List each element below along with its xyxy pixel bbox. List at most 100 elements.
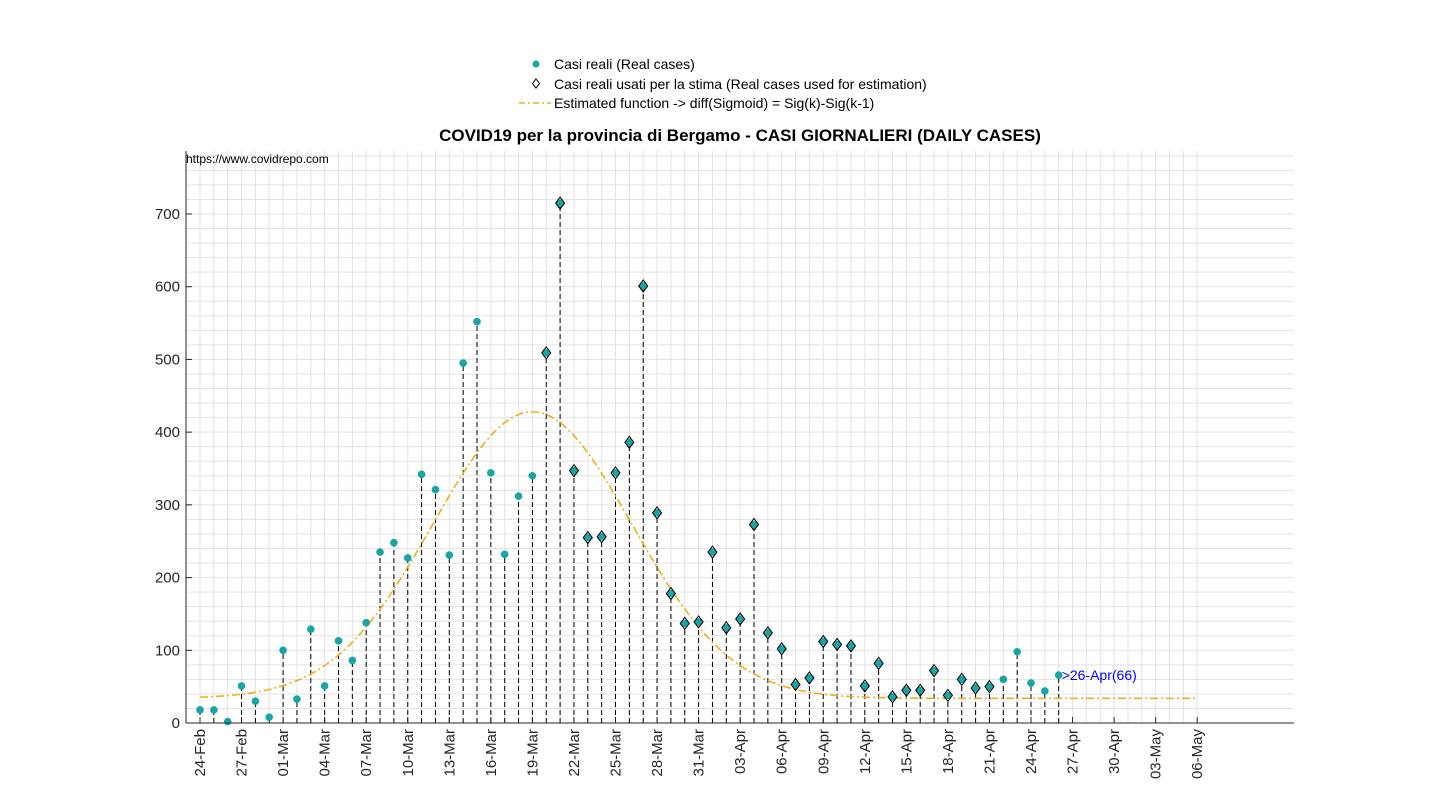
estimation-diamond bbox=[970, 681, 981, 695]
real-case-point bbox=[736, 615, 744, 623]
real-case-point bbox=[916, 686, 924, 695]
real-case-point bbox=[265, 713, 274, 721]
legend: Casi reali (Real cases) Casi reali usati… bbox=[519, 56, 927, 111]
real-case-point bbox=[1041, 687, 1049, 695]
estimation-diamond bbox=[707, 545, 718, 559]
x-tick-label: 09-Apr bbox=[815, 729, 832, 774]
estimated-function-line bbox=[199, 410, 1198, 700]
real-case-point bbox=[307, 625, 315, 633]
real-case-point bbox=[639, 282, 647, 290]
real-case-point bbox=[653, 509, 661, 517]
real-case-point bbox=[293, 695, 301, 703]
real-case-point bbox=[805, 674, 814, 682]
real-case-point bbox=[584, 533, 592, 542]
real-case-point bbox=[556, 199, 564, 207]
y-tick-label: 700 bbox=[155, 206, 180, 223]
x-tick-label: 15-Apr bbox=[898, 729, 915, 774]
x-tick-label: 21-Apr bbox=[981, 729, 998, 774]
real-case-point bbox=[597, 533, 606, 541]
x-tick-label: 07-Mar bbox=[358, 729, 375, 777]
estimation-diamond bbox=[762, 626, 773, 640]
x-tick-label: 06-Apr bbox=[774, 729, 791, 774]
estimation-diamond bbox=[582, 530, 593, 545]
real-case-point bbox=[625, 438, 634, 447]
x-tick-label: 12-Apr bbox=[857, 729, 874, 774]
x-tick-label: 27-Feb bbox=[234, 729, 251, 777]
x-tick-label: 19-Mar bbox=[524, 729, 541, 777]
x-tick-label: 30-Apr bbox=[1106, 729, 1123, 774]
legend-item-estimated-function: Estimated function -> diff(Sigmoid) = Si… bbox=[554, 95, 874, 111]
estimation-diamond bbox=[679, 616, 690, 631]
real-case-point bbox=[791, 680, 800, 689]
estimation-diamond bbox=[984, 679, 995, 694]
x-tick-label: 13-Mar bbox=[441, 729, 458, 777]
real-case-point bbox=[528, 471, 537, 480]
estimation-diamond bbox=[804, 671, 815, 685]
estimation-diamond bbox=[845, 639, 857, 653]
real-case-point bbox=[570, 466, 578, 475]
estimation-diamond bbox=[901, 683, 912, 698]
real-case-point bbox=[362, 618, 371, 627]
real-case-point bbox=[251, 697, 260, 705]
chart-title: COVID19 per la provincia di Bergamo - CA… bbox=[439, 126, 1041, 145]
estimation-diamond bbox=[887, 689, 898, 704]
estimation-diamond bbox=[568, 463, 580, 478]
estimation-diamond bbox=[790, 677, 801, 692]
x-tick-label: 22-Mar bbox=[566, 729, 583, 777]
real-case-point bbox=[403, 554, 412, 562]
y-tick-label: 100 bbox=[155, 642, 180, 659]
x-tick-label: 16-Mar bbox=[483, 729, 500, 777]
x-tick-label: 25-Mar bbox=[608, 729, 625, 777]
legend-circle-icon bbox=[532, 60, 540, 68]
y-tick-label: 600 bbox=[155, 279, 180, 296]
real-case-point bbox=[764, 629, 772, 637]
y-tick-label: 500 bbox=[155, 351, 180, 368]
real-case-point bbox=[459, 359, 467, 367]
x-tick-label: 03-Apr bbox=[732, 729, 749, 774]
estimation-diamond bbox=[596, 530, 607, 544]
y-tick-label: 300 bbox=[155, 497, 180, 514]
real-case-point bbox=[694, 618, 703, 626]
real-case-point bbox=[237, 682, 246, 690]
real-case-point bbox=[376, 548, 384, 556]
estimation-diamond bbox=[721, 620, 732, 635]
estimation-diamond bbox=[748, 517, 760, 532]
x-tick-label: 01-Mar bbox=[275, 729, 292, 777]
real-case-point bbox=[957, 675, 966, 684]
real-case-point bbox=[680, 619, 689, 628]
real-case-point bbox=[445, 551, 454, 559]
x-tick-label: 06-May bbox=[1189, 729, 1206, 780]
legend-item-real-cases: Casi reali (Real cases) bbox=[554, 56, 695, 72]
real-case-point bbox=[1027, 679, 1035, 687]
real-case-point bbox=[777, 645, 786, 653]
estimation-diamond bbox=[818, 634, 829, 649]
estimation-diamonds bbox=[541, 196, 995, 704]
x-tick-label: 24-Apr bbox=[1023, 729, 1040, 774]
real-case-point bbox=[542, 349, 551, 357]
x-tick-label: 31-Mar bbox=[691, 729, 708, 777]
y-tick-labels: 0 100 200 300 400 500 600 700 bbox=[155, 206, 180, 732]
x-tick-label: 04-Mar bbox=[317, 729, 334, 777]
estimation-diamond bbox=[541, 346, 552, 360]
x-tick-label: 18-Apr bbox=[940, 729, 957, 774]
estimation-diamond bbox=[665, 586, 677, 601]
source-url: https://www.covidrepo.com bbox=[186, 152, 329, 166]
real-case-point bbox=[667, 589, 675, 598]
y-tick-label: 200 bbox=[155, 570, 180, 587]
real-case-point bbox=[944, 691, 952, 700]
real-case-point bbox=[196, 706, 204, 714]
real-case-point bbox=[431, 485, 440, 494]
legend-item-used-cases: Casi reali usati per la stima (Real case… bbox=[554, 76, 927, 92]
estimation-diamond bbox=[610, 466, 621, 480]
y-tick-label: 400 bbox=[155, 424, 180, 441]
real-case-point bbox=[999, 675, 1008, 684]
x-tick-label: 27-Apr bbox=[1065, 729, 1082, 774]
real-case-point bbox=[1013, 647, 1021, 656]
x-tick-labels: 24-Feb 27-Feb 01-Mar 04-Mar 07-Mar 10-Mar 13-M… bbox=[192, 729, 1206, 780]
estimation-diamond bbox=[873, 656, 884, 671]
real-case-point bbox=[210, 706, 218, 714]
estimation-diamond bbox=[554, 196, 566, 210]
estimation-diamond bbox=[831, 637, 843, 652]
real-case-point bbox=[819, 637, 828, 646]
real-case-point bbox=[1054, 671, 1063, 679]
